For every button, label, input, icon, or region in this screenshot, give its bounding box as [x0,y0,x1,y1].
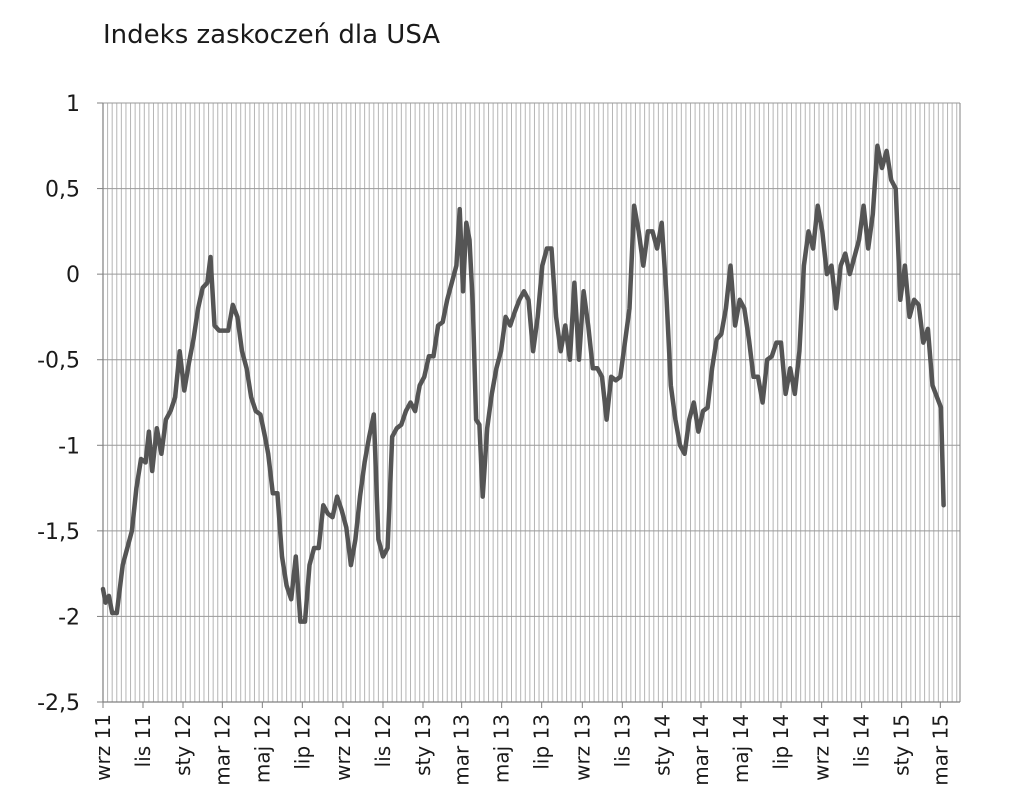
axes [102,103,961,703]
x-tick-label: sty 13 [411,714,435,776]
x-tick-label: wrz 11 [91,714,115,781]
x-tick-label: lis 12 [371,714,395,767]
y-tick-label: -1,5 [37,520,80,545]
x-tick-label: mar 12 [210,714,234,786]
x-tick-label: mar 14 [689,714,713,786]
y-tick-label: -1 [58,434,80,459]
series-line [100,143,946,624]
x-axis-ticks: wrz 11 lis 11 sty 12 mar 12 maj 12 lip 12 wrz … [91,702,952,786]
x-tick-label: wrz 12 [331,714,355,781]
x-tick-label: lis 13 [610,714,634,767]
x-tick-label: lip 13 [530,714,554,770]
x-tick-label: sty 14 [650,714,674,776]
x-tick-label: lip 12 [290,714,314,770]
x-tick-label: wrz 14 [810,714,834,781]
x-tick-label: lis 14 [850,714,874,767]
x-tick-label: lip 14 [769,714,793,770]
y-tick-label: 0 [66,263,80,288]
y-tick-label: 0,5 [45,178,80,203]
y-tick-label: 1 [66,92,80,117]
y-axis-ticks: 1 0,5 0 -0,5 -1 -1,5 -2 -2,5 [37,92,103,716]
x-tick-label: mar 15 [928,714,952,786]
x-tick-label: wrz 13 [570,714,594,781]
grid [102,102,960,703]
x-tick-label: sty 12 [171,714,195,776]
y-tick-label: -2,5 [37,691,80,716]
series-layer [100,143,946,624]
y-tick-label: -2 [58,605,80,630]
y-tick-label: -0,5 [37,349,80,374]
x-tick-label: mar 13 [450,714,474,786]
x-tick-label: maj 12 [250,714,274,783]
x-tick-label: maj 13 [490,714,514,783]
x-tick-label: sty 15 [890,714,914,776]
x-tick-label: lis 11 [131,714,155,767]
x-tick-label: maj 14 [729,714,753,783]
chart-title: Indeks zaskoczeń dla USA [103,20,441,50]
